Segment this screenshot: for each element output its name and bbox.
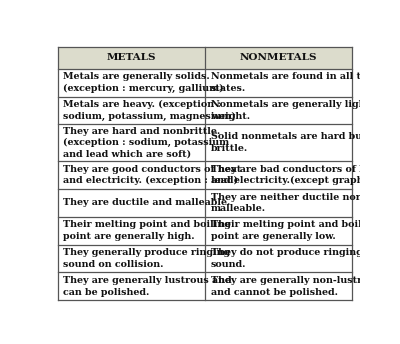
Text: They generally produce ringing
sound on collision.: They generally produce ringing sound on … — [63, 248, 230, 269]
Bar — [58, 47, 352, 69]
Text: Their melting point and boiling
point are generally low.: Their melting point and boiling point ar… — [210, 221, 378, 241]
Text: They are generally lustrous and
can be polished.: They are generally lustrous and can be p… — [63, 276, 232, 297]
Text: Nonmetals are generally light in
weight.: Nonmetals are generally light in weight. — [210, 100, 383, 121]
Text: Metals are heavy. (exception :
sodium, potassium, magnesium): Metals are heavy. (exception : sodium, p… — [63, 100, 236, 121]
Text: They do not produce ringing
sound.: They do not produce ringing sound. — [210, 248, 362, 269]
Text: They are generally non-lustrous
and cannot be polished.: They are generally non-lustrous and cann… — [210, 276, 380, 297]
Text: METALS: METALS — [107, 53, 156, 62]
Text: Solid nonmetals are hard but
brittle.: Solid nonmetals are hard but brittle. — [210, 132, 366, 153]
Text: They are bad conductors of heat
and electricity.(except graphite): They are bad conductors of heat and elec… — [210, 165, 382, 185]
Text: Their melting point and boiling
point are generally high.: Their melting point and boiling point ar… — [63, 221, 231, 241]
Text: They are ductile and malleable.: They are ductile and malleable. — [63, 198, 231, 207]
Text: They are neither ductile nor
malleable.: They are neither ductile nor malleable. — [210, 193, 360, 213]
Text: NONMETALS: NONMETALS — [240, 53, 317, 62]
Text: They are hard and nonbrittle.
(exception : sodium, potassium
and lead which are : They are hard and nonbrittle. (exception… — [63, 127, 230, 159]
Text: Nonmetals are found in all three
states.: Nonmetals are found in all three states. — [210, 72, 384, 93]
Text: Metals are generally solids.
(exception : mercury, gallium): Metals are generally solids. (exception … — [63, 72, 224, 93]
Text: They are good conductors of heat
and electricity. (exception : lead): They are good conductors of heat and ele… — [63, 165, 242, 185]
